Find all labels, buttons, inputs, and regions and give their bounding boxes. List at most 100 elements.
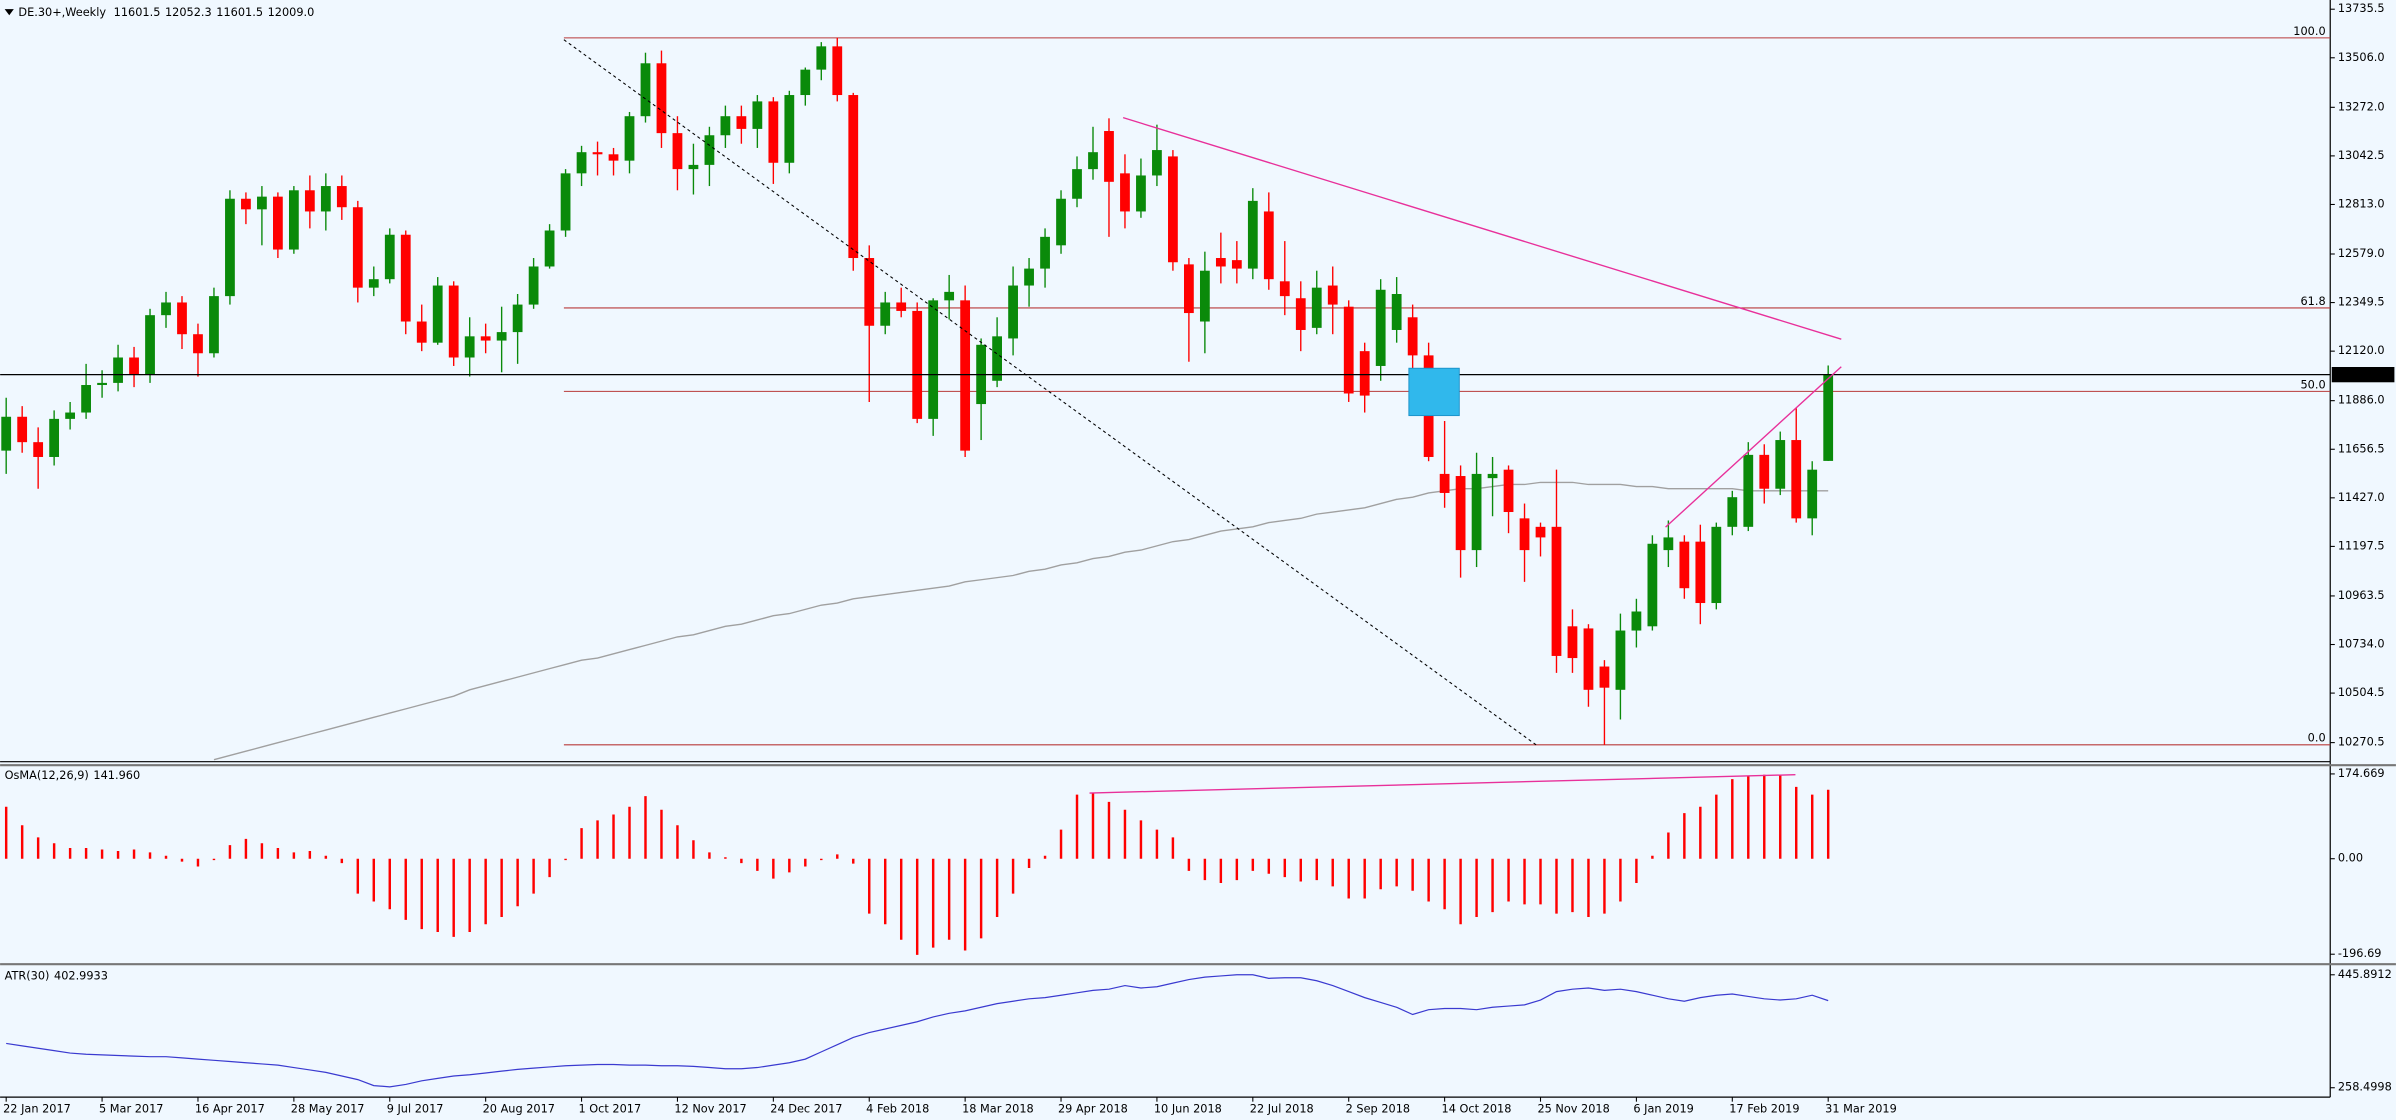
osma-title: OsMA(12,26,9) — [5, 769, 89, 782]
candle-body — [368, 279, 379, 288]
candle-body — [624, 116, 635, 161]
candle-body — [1311, 287, 1322, 328]
candle-body — [1567, 626, 1578, 659]
candle-body — [1056, 198, 1066, 246]
candle-body — [1727, 497, 1738, 527]
candle-body — [896, 302, 907, 311]
y-tick-label: 13272.0 — [2338, 100, 2385, 113]
trendline — [1665, 366, 1842, 528]
candle-body — [496, 332, 507, 341]
candle-body — [1343, 306, 1354, 394]
candle-body — [241, 198, 251, 210]
fib-label: 50.0 — [2300, 378, 2325, 391]
candle-body — [960, 300, 971, 451]
y-tick-label: 10270.5 — [2338, 736, 2385, 749]
trendline — [1122, 116, 1842, 340]
osma-trendline — [1089, 773, 1796, 794]
candle-body — [1295, 298, 1306, 330]
candle-body — [1503, 469, 1514, 513]
candle-body — [736, 116, 747, 129]
candle-body — [800, 69, 811, 96]
y-tick-label: 11427.0 — [2338, 491, 2385, 504]
last-price-box — [2331, 367, 2395, 383]
candle-body — [1439, 473, 1450, 493]
last-price-label: 12009.0 — [2336, 368, 2383, 381]
x-tick-label: 22 Jan 2017 — [3, 1102, 71, 1115]
candle-body — [1152, 150, 1162, 176]
x-tick-label: 25 Nov 2018 — [1537, 1102, 1609, 1115]
y-tick-label: 174.669 — [2338, 767, 2385, 780]
candle-body — [145, 315, 155, 375]
candle-body — [1231, 260, 1242, 269]
candle-body — [1743, 454, 1754, 527]
candle-body — [720, 116, 731, 136]
x-tick-label: 9 Jul 2017 — [387, 1102, 444, 1115]
y-tick-label: 10504.5 — [2338, 686, 2385, 699]
candle-body — [336, 186, 347, 208]
candle-body — [320, 186, 331, 212]
candle-body — [257, 196, 267, 210]
candle-body — [672, 133, 683, 170]
candle-body — [304, 190, 315, 212]
y-tick-label: 11886.0 — [2338, 394, 2385, 407]
candle-body — [1375, 289, 1386, 366]
candle-body — [272, 196, 283, 250]
x-tick-label: 24 Dec 2017 — [770, 1102, 842, 1115]
candle-body — [1599, 666, 1610, 688]
candle-body — [1040, 236, 1050, 269]
candle-body — [1775, 440, 1786, 489]
candle-body — [544, 230, 555, 267]
candle-body — [944, 291, 955, 301]
x-tick-label: 22 Jul 2018 — [1250, 1102, 1314, 1115]
candle-body — [1, 416, 12, 451]
header-low: 11601.5 — [216, 6, 263, 19]
moving-average — [213, 481, 1829, 761]
candle-body — [528, 266, 539, 305]
fib-label: 100.0 — [2293, 25, 2325, 38]
candle-body — [1583, 628, 1594, 690]
y-tick-label: 445.8912 — [2338, 968, 2392, 981]
osma-last: 141.960 — [93, 769, 140, 782]
header-close: 12009.0 — [268, 6, 315, 19]
candle-body — [1391, 293, 1402, 330]
candle-body — [1168, 156, 1178, 263]
x-tick-label: 31 Mar 2019 — [1825, 1102, 1897, 1115]
candle-body — [1759, 454, 1770, 489]
atr-title: ATR(30) — [5, 969, 50, 982]
candle-body — [1024, 268, 1034, 286]
candle-body — [1279, 281, 1290, 297]
axes: 13735.5 13506.0 13272.0 13042.5 12813.0 12579… — [3, 2, 2395, 1115]
candle-body — [1519, 518, 1530, 551]
highlight-box — [1408, 367, 1460, 417]
candle-body — [384, 234, 395, 280]
menu-arrow[interactable] — [4, 9, 14, 16]
candle-body — [768, 101, 779, 163]
x-tick-label: 29 Apr 2018 — [1058, 1102, 1128, 1115]
header-open: 11601.5 — [114, 6, 161, 19]
candle-body — [592, 152, 603, 155]
y-tick-label: 10963.5 — [2338, 589, 2385, 602]
osma-pane — [4, 774, 1830, 955]
candle-body — [848, 95, 859, 259]
symbol: DE.30+,Weekly — [18, 6, 106, 19]
candle-body — [97, 382, 107, 386]
y-tick-label: 10734.0 — [2338, 638, 2385, 651]
candle-body — [1471, 473, 1482, 551]
x-tick-label: 6 Jan 2019 — [1633, 1102, 1694, 1115]
candle-body — [560, 173, 571, 231]
candle-body — [832, 46, 843, 96]
x-tick-label: 17 Feb 2019 — [1729, 1102, 1799, 1115]
y-tick-label: 13735.5 — [2338, 2, 2385, 15]
chart-header: DE.30+,Weekly 11601.5 12052.3 11601.5 12009.… — [18, 6, 314, 19]
candle-body — [704, 135, 715, 165]
candle-body — [1088, 152, 1098, 170]
candle-body — [576, 152, 587, 174]
x-tick-label: 2 Sep 2018 — [1346, 1102, 1410, 1115]
candle-body — [1104, 131, 1114, 182]
candle-body — [1807, 469, 1818, 519]
candle-body — [992, 336, 1002, 381]
y-tick-label: 0.00 — [2338, 852, 2363, 865]
candle-body — [1487, 473, 1498, 479]
candle-body — [1215, 258, 1226, 267]
y-tick-label: 11197.5 — [2338, 539, 2385, 552]
